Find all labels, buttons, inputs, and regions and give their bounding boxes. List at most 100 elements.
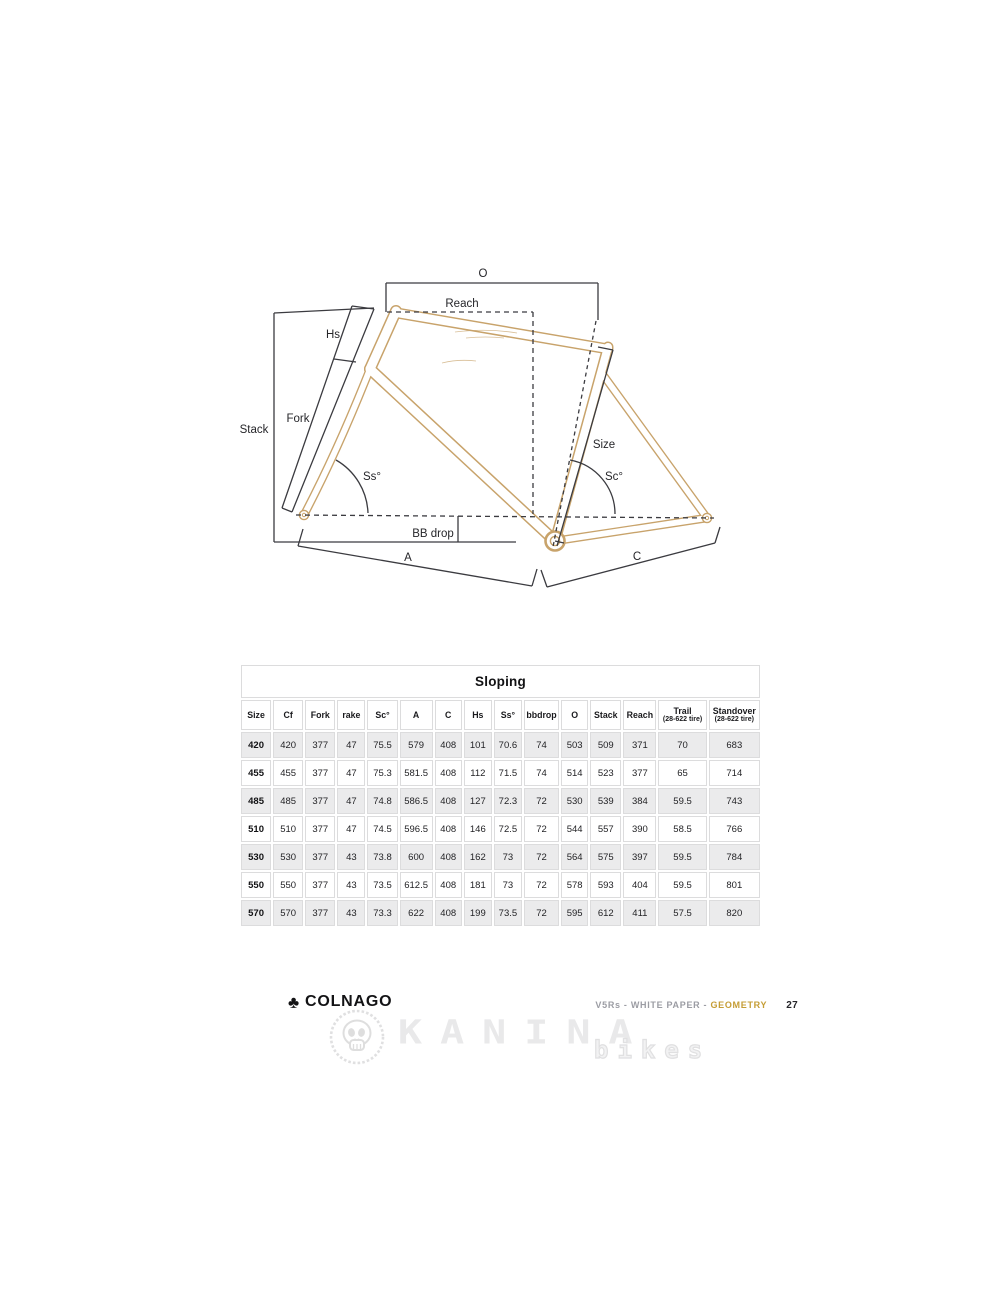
table-cell: 71.5 (493, 760, 522, 786)
table-cell: 101 (463, 732, 492, 758)
table-cell: 411 (623, 900, 657, 926)
axle-line (295, 514, 715, 519)
table-cell: 377 (623, 760, 657, 786)
table-cell: 408 (434, 788, 462, 814)
column-header: Stack (590, 700, 622, 730)
table-cell: 510 (273, 816, 304, 842)
table-row: 485 485 377 47 74.8 586.5 408 127 72.3 72 530 539 38… (241, 788, 760, 814)
ss-angle-arc (335, 459, 369, 514)
column-header: Ss° (493, 700, 522, 730)
row-size-cell: 510 (241, 816, 272, 842)
table-cell: 485 (273, 788, 304, 814)
table-cell: 408 (434, 760, 462, 786)
table-cell: 112 (463, 760, 492, 786)
table-cell: 73 (493, 844, 522, 870)
table-cell: 683 (708, 732, 760, 758)
table-cell: 74 (523, 732, 560, 758)
row-size-cell: 570 (241, 900, 272, 926)
column-header: Hs (463, 700, 492, 730)
table-cell: 390 (623, 816, 657, 842)
table-cell: 181 (463, 872, 492, 898)
table-title: Sloping (241, 665, 760, 698)
row-size-cell: 420 (241, 732, 272, 758)
row-size-cell: 485 (241, 788, 272, 814)
table-cell: 578 (561, 872, 589, 898)
table-cell: 377 (305, 816, 336, 842)
table-cell: 408 (434, 732, 462, 758)
label-bb-drop: BB drop (412, 528, 454, 540)
column-header: bbdrop (523, 700, 560, 730)
brand-name: COLNAGO (304, 993, 393, 1010)
watermark-brand: KANINA (398, 1014, 651, 1052)
table-row: 530 530 377 43 73.8 600 408 162 73 72 564 575 397 59.… (241, 844, 760, 870)
table-header-row: Size Cf Fork rake Sc° A C Hs Ss° bbdrop O Stack Reac… (241, 700, 760, 730)
row-size-cell: 455 (241, 760, 272, 786)
table-cell: 43 (337, 900, 366, 926)
column-header: Sc° (367, 700, 398, 730)
label-reach: Reach (445, 298, 478, 310)
table-cell: 72 (523, 816, 560, 842)
label-ss-angle: Ss° (363, 471, 381, 483)
column-header-sub: (28-622 tire) (714, 716, 754, 724)
table-cell: 612 (590, 900, 622, 926)
table-cell: 75.3 (367, 760, 398, 786)
table-cell: 72 (523, 788, 560, 814)
table-row: 420 420 377 47 75.5 579 408 101 70.6 74 503 509 371 7… (241, 732, 760, 758)
sc-angle-arc (569, 459, 616, 515)
table-row: 455 455 377 47 75.3 581.5 408 112 71.5 74 514 523 37… (241, 760, 760, 786)
frame-geometry-diagram: O Reach Hs Fork Stack Ss° Sc° Size BB dr… (240, 268, 721, 588)
table-cell: 404 (623, 872, 657, 898)
table-cell: 43 (337, 844, 366, 870)
table-cell: 377 (305, 788, 336, 814)
table-cell: 579 (399, 732, 433, 758)
column-header: rake (337, 700, 366, 730)
measurement-lines (273, 282, 721, 588)
table-row: 510 510 377 47 74.5 596.5 408 146 72.5 72 544 557 39… (241, 816, 760, 842)
column-header: O (561, 700, 589, 730)
table-cell: 377 (305, 732, 336, 758)
brand-logo: ♣ COLNAGO (288, 993, 392, 1011)
label-sc-angle: Sc° (605, 471, 623, 483)
table-cell: 73.5 (367, 872, 398, 898)
label-stack: Stack (240, 424, 269, 436)
table-cell: 581.5 (399, 760, 433, 786)
column-header: A (399, 700, 433, 730)
geometry-table: Sloping Size Cf Fork rake Sc° A C Hs Ss° bbdrop O S… (239, 663, 762, 928)
doc-ref-text: V5Rs - WHITE PAPER - (595, 999, 711, 1010)
table-cell: 377 (305, 760, 336, 786)
bike-frame (298, 305, 713, 552)
table-cell: 595 (561, 900, 589, 926)
label-a: A (404, 552, 412, 564)
table-cell: 408 (434, 844, 462, 870)
table-cell: 70.6 (493, 732, 522, 758)
geometry-table-wrap: Sloping Size Cf Fork rake Sc° A C Hs Ss° bbdrop O S… (239, 663, 762, 928)
reach-line (387, 311, 534, 514)
table-cell: 530 (273, 844, 304, 870)
table-cell: 377 (305, 900, 336, 926)
page-footer: ♣ COLNAGO V5Rs - WHITE PAPER - GEOMETRY … (288, 993, 798, 1011)
label-hs: Hs (326, 329, 340, 341)
label-c: C (633, 551, 641, 563)
table-cell: 72 (523, 872, 560, 898)
column-header: Fork (305, 700, 336, 730)
table-cell: 570 (273, 900, 304, 926)
column-header: Trail (28-622 tire) (658, 700, 707, 730)
table-row: 570 570 377 43 73.3 622 408 199 73.5 72 595 612 411 5… (241, 900, 760, 926)
table-cell: 530 (561, 788, 589, 814)
page-number: 27 (786, 999, 798, 1011)
table-cell: 714 (708, 760, 760, 786)
club-icon: ♣ (288, 992, 300, 1012)
table-cell: 59.5 (658, 872, 707, 898)
table-body: 420 420 377 47 75.5 579 408 101 70.6 74 503 509 371 7… (241, 732, 760, 926)
table-cell: 397 (623, 844, 657, 870)
table-cell: 162 (463, 844, 492, 870)
table-cell: 514 (561, 760, 589, 786)
table-cell: 70 (658, 732, 707, 758)
table-cell: 612.5 (399, 872, 433, 898)
doc-section-text: GEOMETRY (710, 999, 768, 1010)
table-cell: 47 (337, 816, 366, 842)
table-cell: 74 (523, 760, 560, 786)
table-cell: 75.5 (367, 732, 398, 758)
